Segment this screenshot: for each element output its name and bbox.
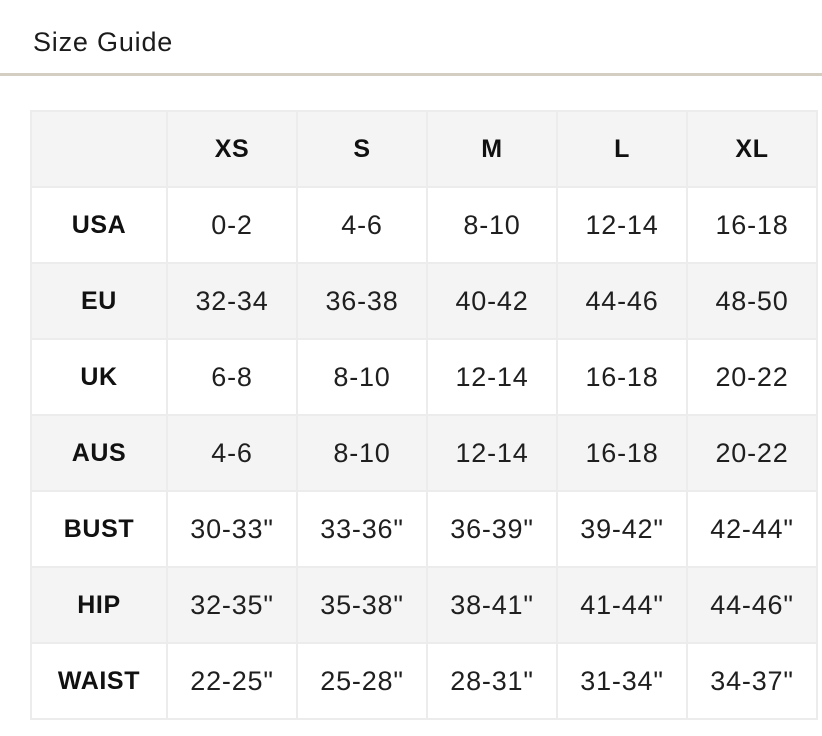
size-value-cell: 8-10: [296, 338, 428, 416]
size-column-header: L: [556, 110, 688, 188]
size-value-cell: 34-37": [686, 642, 818, 720]
size-value-cell: 30-33": [166, 490, 298, 568]
size-value-cell: 25-28": [296, 642, 428, 720]
size-value-cell: 31-34": [556, 642, 688, 720]
size-value-cell: 33-36": [296, 490, 428, 568]
size-row-label: UK: [30, 338, 168, 416]
size-value-cell: 4-6: [296, 186, 428, 264]
size-row-label: USA: [30, 186, 168, 264]
corner-header-cell: [30, 110, 168, 188]
size-guide-header: Size Guide: [0, 0, 822, 56]
size-value-cell: 12-14: [426, 338, 558, 416]
size-value-cell: 36-38: [296, 262, 428, 340]
table-row: EU 32-34 36-38 40-42 44-46 48-50: [30, 262, 818, 340]
size-value-cell: 42-44": [686, 490, 818, 568]
size-value-cell: 28-31": [426, 642, 558, 720]
size-value-cell: 8-10: [296, 414, 428, 492]
size-value-cell: 12-14: [426, 414, 558, 492]
size-value-cell: 32-35": [166, 566, 298, 644]
size-value-cell: 6-8: [166, 338, 298, 416]
header-divider: [0, 73, 822, 76]
size-row-label: HIP: [30, 566, 168, 644]
table-header: XS S M L XL: [30, 110, 818, 188]
size-guide-table: XS S M L XL USA 0-2 4-6 8-10 12-14 16-18 EU 32-34 36…: [30, 110, 818, 720]
size-column-header: XL: [686, 110, 818, 188]
page-title: Size Guide: [33, 27, 174, 57]
size-value-cell: 22-25": [166, 642, 298, 720]
size-row-label: WAIST: [30, 642, 168, 720]
table-row: BUST 30-33" 33-36" 36-39" 39-42" 42-44": [30, 490, 818, 568]
size-value-cell: 40-42: [426, 262, 558, 340]
size-value-cell: 16-18: [556, 414, 688, 492]
size-value-cell: 16-18: [686, 186, 818, 264]
size-value-cell: 32-34: [166, 262, 298, 340]
table-header-row: XS S M L XL: [30, 110, 818, 188]
size-value-cell: 0-2: [166, 186, 298, 264]
size-value-cell: 44-46": [686, 566, 818, 644]
size-value-cell: 36-39": [426, 490, 558, 568]
table-row: AUS 4-6 8-10 12-14 16-18 20-22: [30, 414, 818, 492]
size-row-label: BUST: [30, 490, 168, 568]
size-value-cell: 35-38": [296, 566, 428, 644]
size-column-header: S: [296, 110, 428, 188]
table-row: WAIST 22-25" 25-28" 28-31" 31-34" 34-37": [30, 642, 818, 720]
size-value-cell: 4-6: [166, 414, 298, 492]
size-row-label: EU: [30, 262, 168, 340]
size-column-header: XS: [166, 110, 298, 188]
size-column-header: M: [426, 110, 558, 188]
size-value-cell: 48-50: [686, 262, 818, 340]
table-row: USA 0-2 4-6 8-10 12-14 16-18: [30, 186, 818, 264]
table-row: HIP 32-35" 35-38" 38-41" 41-44" 44-46": [30, 566, 818, 644]
size-value-cell: 20-22: [686, 414, 818, 492]
size-value-cell: 20-22: [686, 338, 818, 416]
table-row: UK 6-8 8-10 12-14 16-18 20-22: [30, 338, 818, 416]
size-row-label: AUS: [30, 414, 168, 492]
table-body: USA 0-2 4-6 8-10 12-14 16-18 EU 32-34 36-38 40-42…: [30, 186, 818, 720]
size-value-cell: 12-14: [556, 186, 688, 264]
size-value-cell: 44-46: [556, 262, 688, 340]
size-value-cell: 38-41": [426, 566, 558, 644]
size-value-cell: 41-44": [556, 566, 688, 644]
size-value-cell: 39-42": [556, 490, 688, 568]
size-value-cell: 8-10: [426, 186, 558, 264]
size-value-cell: 16-18: [556, 338, 688, 416]
